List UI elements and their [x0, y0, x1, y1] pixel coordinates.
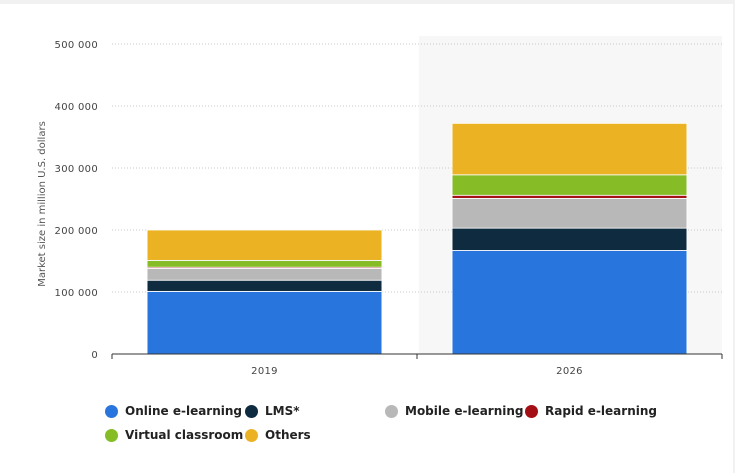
y-tick-label: 400 000 [55, 102, 98, 113]
legend-marker-icon [385, 404, 398, 418]
legend-marker-icon [245, 404, 258, 418]
y-tick-label: 0 [91, 350, 98, 361]
bar-segment[interactable] [451, 197, 688, 229]
legend: Online e-learning LMS* Mobile e-learning Ra… [105, 404, 705, 454]
y-tick-label: 100 000 [55, 288, 98, 299]
legend-item[interactable]: LMS* [245, 404, 300, 418]
x-tick-label: 2026 [556, 366, 583, 377]
bar-segment[interactable] [146, 229, 383, 261]
bars [146, 122, 688, 355]
legend-item[interactable]: Rapid e-learning [525, 404, 657, 418]
legend-label: Mobile e-learning [405, 404, 524, 418]
chart-card: 0 100 000 200 000 300 000 400 000 500 000 201… [0, 4, 733, 473]
bar-segment[interactable] [451, 122, 688, 176]
bar-segment[interactable] [451, 250, 688, 355]
market-size-chart: 0 100 000 200 000 300 000 400 000 500 000 201… [37, 36, 723, 377]
legend-item[interactable]: Virtual classroom [105, 428, 243, 442]
bar-segment[interactable] [146, 268, 383, 281]
y-tick-label: 200 000 [55, 226, 98, 237]
bar-segment[interactable] [146, 259, 383, 268]
legend-marker-icon [105, 428, 118, 442]
legend-label: Rapid e-learning [545, 404, 657, 418]
x-tick-label: 2019 [251, 366, 278, 377]
bar-segment[interactable] [451, 194, 688, 199]
y-tick-label: 300 000 [55, 164, 98, 175]
legend-marker-icon [105, 404, 118, 418]
y-axis-ticks: 0 100 000 200 000 300 000 400 000 500 000 [55, 40, 98, 361]
y-axis-label: Market size in million U.S. dollars [37, 121, 48, 287]
bar-segment[interactable] [451, 227, 688, 251]
legend-label: Online e-learning [125, 404, 243, 418]
legend-label: Virtual classroom [125, 428, 244, 442]
legend-label: LMS* [265, 404, 300, 418]
legend-item[interactable]: Others [245, 428, 311, 442]
bar-segment[interactable] [451, 174, 688, 196]
legend-marker-icon [245, 428, 258, 442]
y-tick-label: 500 000 [55, 40, 98, 51]
legend-label: Others [265, 428, 311, 442]
legend-item[interactable]: Mobile e-learning [385, 404, 524, 418]
legend-marker-icon [525, 404, 538, 418]
bar-segment[interactable] [146, 290, 383, 355]
bar-segment[interactable] [146, 279, 383, 292]
legend-item[interactable]: Online e-learning [105, 404, 242, 418]
x-axis-ticks: 2019 2026 [111, 354, 723, 377]
